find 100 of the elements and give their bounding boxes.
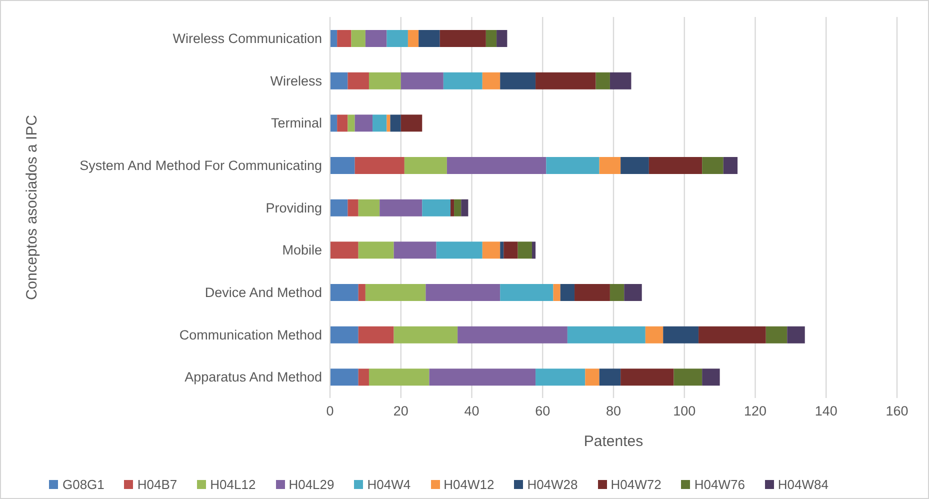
bar [518, 242, 532, 259]
bar [394, 326, 458, 344]
bar [766, 326, 788, 344]
bar [330, 72, 348, 90]
bar [394, 242, 436, 259]
bar [390, 114, 401, 132]
x-tick-label: 120 [744, 404, 767, 419]
bar [330, 326, 358, 344]
x-tick-label: 20 [393, 404, 408, 419]
y-tick-label: System And Method For Communicating [80, 158, 322, 173]
bar [486, 30, 497, 47]
bar [560, 284, 575, 301]
bar [674, 368, 702, 386]
bar [337, 30, 352, 47]
bar [645, 326, 664, 344]
bar [787, 326, 805, 344]
bar [482, 242, 500, 259]
x-tick-label: 140 [814, 404, 838, 419]
bar [504, 242, 518, 259]
x-tick-label: 60 [535, 404, 550, 419]
bar [723, 157, 738, 174]
legend-label: H04W28 [527, 477, 578, 492]
y-tick-label: Providing [266, 200, 322, 216]
bar [337, 114, 348, 132]
bar [365, 30, 387, 47]
legend-label: H04W76 [694, 477, 745, 492]
bar [351, 30, 366, 47]
bar [702, 157, 724, 174]
bar [443, 72, 482, 90]
bar [620, 157, 649, 174]
bar [368, 72, 401, 90]
bar [348, 114, 355, 132]
bar [440, 30, 486, 47]
bar [330, 284, 358, 301]
bar [330, 114, 338, 132]
bar [330, 368, 358, 386]
bar [386, 114, 390, 132]
bar [536, 72, 596, 90]
bar [400, 72, 444, 90]
bar [454, 199, 462, 216]
bar [500, 242, 504, 259]
bar [358, 284, 366, 301]
x-tick-label: 160 [886, 404, 908, 419]
bar [436, 242, 482, 259]
bar [610, 72, 632, 90]
legend-label: H04W12 [444, 477, 494, 492]
bar [330, 157, 355, 174]
bar [500, 72, 536, 90]
bar [536, 368, 586, 386]
y-tick-label: Mobile [282, 242, 322, 258]
legend-label: H04B7 [137, 477, 178, 492]
bar [648, 157, 702, 174]
bar [380, 199, 422, 216]
bar [358, 326, 394, 344]
bar [400, 114, 422, 132]
bar [532, 242, 536, 259]
bar [496, 30, 508, 47]
y-tick-label: Communication Method [179, 327, 322, 342]
y-axis-title: Conceptos asociados a IPC [23, 114, 40, 300]
bar [429, 368, 536, 386]
bar [358, 199, 380, 216]
bar [368, 368, 430, 386]
bar [663, 326, 699, 344]
bar [624, 284, 642, 301]
y-tick-label: Terminal [270, 116, 322, 131]
bar [354, 114, 373, 132]
bar [426, 284, 500, 301]
bar [553, 284, 560, 301]
y-tick-label: Wireless [270, 73, 322, 88]
bar [330, 199, 348, 216]
bar [596, 72, 610, 90]
x-tick-label: 40 [464, 404, 480, 419]
y-tick-label: Wireless Communication [172, 30, 322, 46]
bar [365, 284, 426, 301]
x-tick-label: 80 [606, 404, 622, 419]
bar [610, 284, 624, 301]
bar [620, 368, 674, 386]
bar [599, 157, 621, 174]
bar [585, 368, 600, 386]
bar [422, 199, 450, 216]
bar [386, 30, 408, 47]
bar [358, 242, 394, 259]
bar [446, 157, 546, 174]
bar [330, 30, 338, 47]
legend-label: H04L12 [210, 477, 256, 492]
bar [404, 157, 447, 174]
legend-label: H04W72 [610, 477, 662, 492]
x-tick-label: 0 [326, 404, 334, 419]
bar [348, 199, 358, 216]
y-tick-label: Device And Method [204, 284, 322, 300]
legend-label: H04W4 [367, 477, 411, 492]
bar [408, 30, 419, 47]
bar [450, 199, 454, 216]
x-tick-label: 100 [673, 404, 696, 419]
bar [461, 199, 468, 216]
bar [330, 242, 358, 259]
legend-label: H04W84 [778, 477, 828, 492]
bar [358, 368, 369, 386]
bar [458, 326, 568, 344]
bar [348, 72, 369, 90]
